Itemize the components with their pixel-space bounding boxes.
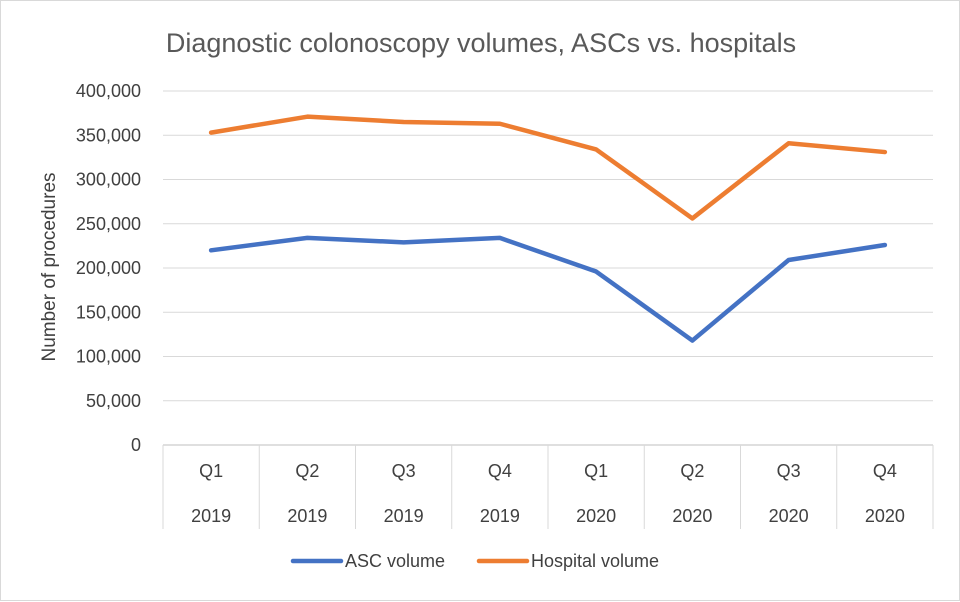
legend: ASC volume Hospital volume bbox=[293, 551, 659, 571]
x-tick-label-quarter: Q4 bbox=[488, 461, 512, 481]
y-axis-tick-labels: 0 50,000 100,000 150,000 200,000 250,000 300,0… bbox=[76, 81, 141, 455]
y-tick-label: 350,000 bbox=[76, 125, 141, 145]
x-tick-label-quarter: Q3 bbox=[777, 461, 801, 481]
y-tick-label: 250,000 bbox=[76, 214, 141, 234]
y-tick-label: 150,000 bbox=[76, 302, 141, 322]
y-tick-label: 50,000 bbox=[86, 391, 141, 411]
legend-label: ASC volume bbox=[345, 551, 445, 571]
x-tick-label-quarter: Q2 bbox=[295, 461, 319, 481]
y-axis-title: Number of procedures bbox=[39, 172, 60, 361]
chart-title: Diagnostic colonoscopy volumes, ASCs vs.… bbox=[166, 28, 796, 58]
y-tick-label: 0 bbox=[131, 435, 141, 455]
x-tick-label-year: 2020 bbox=[769, 506, 809, 526]
x-tick-label-year: 2019 bbox=[191, 506, 231, 526]
x-tick-label-year: 2020 bbox=[576, 506, 616, 526]
y-tick-label: 100,000 bbox=[76, 347, 141, 367]
legend-label: Hospital volume bbox=[531, 551, 659, 571]
series-line-asc-volume bbox=[211, 238, 885, 341]
series-line-hospital-volume bbox=[211, 117, 885, 219]
x-tick-label-year: 2020 bbox=[865, 506, 905, 526]
x-tick-label-year: 2019 bbox=[384, 506, 424, 526]
x-tick-label-quarter: Q3 bbox=[392, 461, 416, 481]
x-tick-label-year: 2020 bbox=[672, 506, 712, 526]
x-axis: Q1 2019 Q2 2019 Q3 2019 Q4 2019 Q1 2020 Q2 2020 Q3 20… bbox=[163, 445, 933, 529]
x-tick-label-year: 2019 bbox=[287, 506, 327, 526]
x-tick-label-quarter: Q1 bbox=[199, 461, 223, 481]
x-tick-label-quarter: Q4 bbox=[873, 461, 897, 481]
data-series bbox=[211, 117, 885, 341]
y-tick-label: 300,000 bbox=[76, 170, 141, 190]
x-tick-label-year: 2019 bbox=[480, 506, 520, 526]
y-tick-label: 400,000 bbox=[76, 81, 141, 101]
y-tick-label: 200,000 bbox=[76, 258, 141, 278]
x-tick-label-quarter: Q2 bbox=[680, 461, 704, 481]
x-tick-label-quarter: Q1 bbox=[584, 461, 608, 481]
